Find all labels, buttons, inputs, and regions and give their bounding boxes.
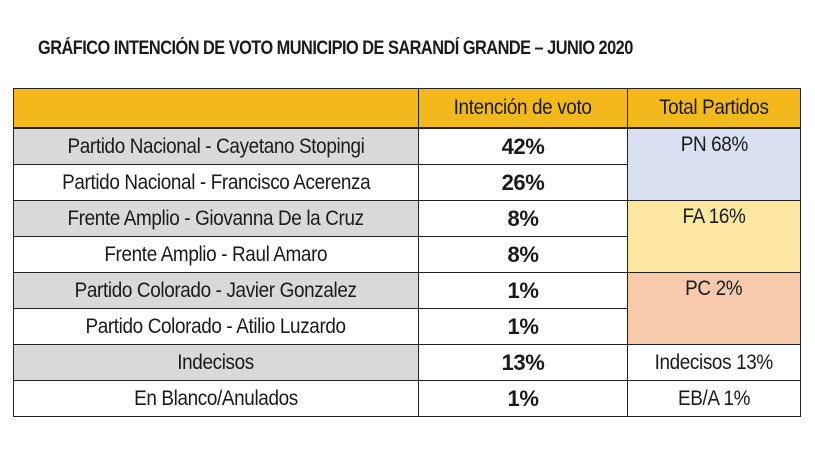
- header-candidate: [13, 88, 419, 129]
- party-total-undecided: Indecisos 13%: [627, 344, 801, 381]
- table-row: Frente Amplio - Raul Amaro 8%: [13, 236, 801, 273]
- party-total-fa: FA 16%: [627, 200, 801, 273]
- party-total-blank: EB/A 1%: [627, 380, 801, 417]
- party-total-label: FA 16%: [682, 205, 746, 228]
- candidate-cell: Indecisos: [13, 344, 419, 381]
- table-row: En Blanco/Anulados 1% EB/A 1%: [13, 380, 801, 417]
- candidate-name: Indecisos: [177, 350, 255, 374]
- party-total-pc: PC 2%: [627, 272, 801, 345]
- candidate-cell: Frente Amplio - Giovanna De la Cruz: [13, 200, 419, 237]
- vote-cell: 8%: [418, 200, 628, 237]
- header-vote-intention: Intención de voto: [418, 88, 628, 129]
- candidate-cell: Partido Colorado - Atilio Luzardo: [13, 308, 419, 345]
- party-total-pn: PN 68%: [627, 127, 801, 201]
- party-total-label: Indecisos 13%: [654, 350, 774, 374]
- candidate-name: Partido Colorado - Atilio Luzardo: [85, 314, 347, 338]
- candidate-cell: Partido Nacional - Cayetano Stopingi: [13, 127, 419, 165]
- table-row: Partido Nacional - Francisco Acerenza 26…: [13, 164, 801, 201]
- candidate-name: Frente Amplio - Giovanna De la Cruz: [67, 206, 365, 230]
- table-row: Partido Colorado - Atilio Luzardo 1%: [13, 308, 801, 345]
- table-row: Indecisos 13% Indecisos 13%: [13, 344, 801, 381]
- vote-cell: 42%: [418, 127, 628, 165]
- vote-cell: 1%: [418, 272, 628, 309]
- vote-cell: 1%: [418, 380, 628, 417]
- table-header-row: Intención de voto Total Partidos: [13, 88, 801, 129]
- candidate-name: Partido Nacional - Cayetano Stopingi: [67, 134, 365, 158]
- vote-cell: 8%: [418, 236, 628, 273]
- header-vote-intention-label: Intención de voto: [454, 96, 592, 119]
- header-party-totals: Total Partidos: [627, 88, 801, 129]
- candidate-name: Partido Nacional - Francisco Acerenza: [61, 170, 371, 194]
- candidate-cell: Partido Colorado - Javier Gonzalez: [13, 272, 419, 309]
- party-total-label: EB/A 1%: [677, 386, 751, 410]
- candidate-cell: Partido Nacional - Francisco Acerenza: [13, 164, 419, 201]
- candidate-cell: En Blanco/Anulados: [13, 380, 419, 417]
- party-total-label: PN 68%: [680, 133, 748, 156]
- page-title: GRÁFICO INTENCIÓN DE VOTO MUNICIPIO DE S…: [38, 38, 633, 59]
- vote-cell: 1%: [418, 308, 628, 345]
- header-party-totals-label: Total Partidos: [659, 96, 769, 119]
- candidate-name: En Blanco/Anulados: [134, 386, 298, 410]
- table-row: Partido Nacional - Cayetano Stopingi 42%…: [13, 127, 801, 201]
- candidate-cell: Frente Amplio - Raul Amaro: [13, 236, 419, 273]
- table-row: Frente Amplio - Giovanna De la Cruz 8% F…: [13, 200, 801, 273]
- vote-cell: 26%: [418, 164, 628, 201]
- vote-intention-table: Intención de voto Total Partidos Partido…: [13, 88, 801, 417]
- table-row: Partido Colorado - Javier Gonzalez 1% PC…: [13, 272, 801, 345]
- vote-cell: 13%: [418, 344, 628, 381]
- party-total-label: PC 2%: [685, 277, 743, 300]
- candidate-name: Partido Colorado - Javier Gonzalez: [75, 278, 357, 302]
- candidate-name: Frente Amplio - Raul Amaro: [104, 242, 328, 266]
